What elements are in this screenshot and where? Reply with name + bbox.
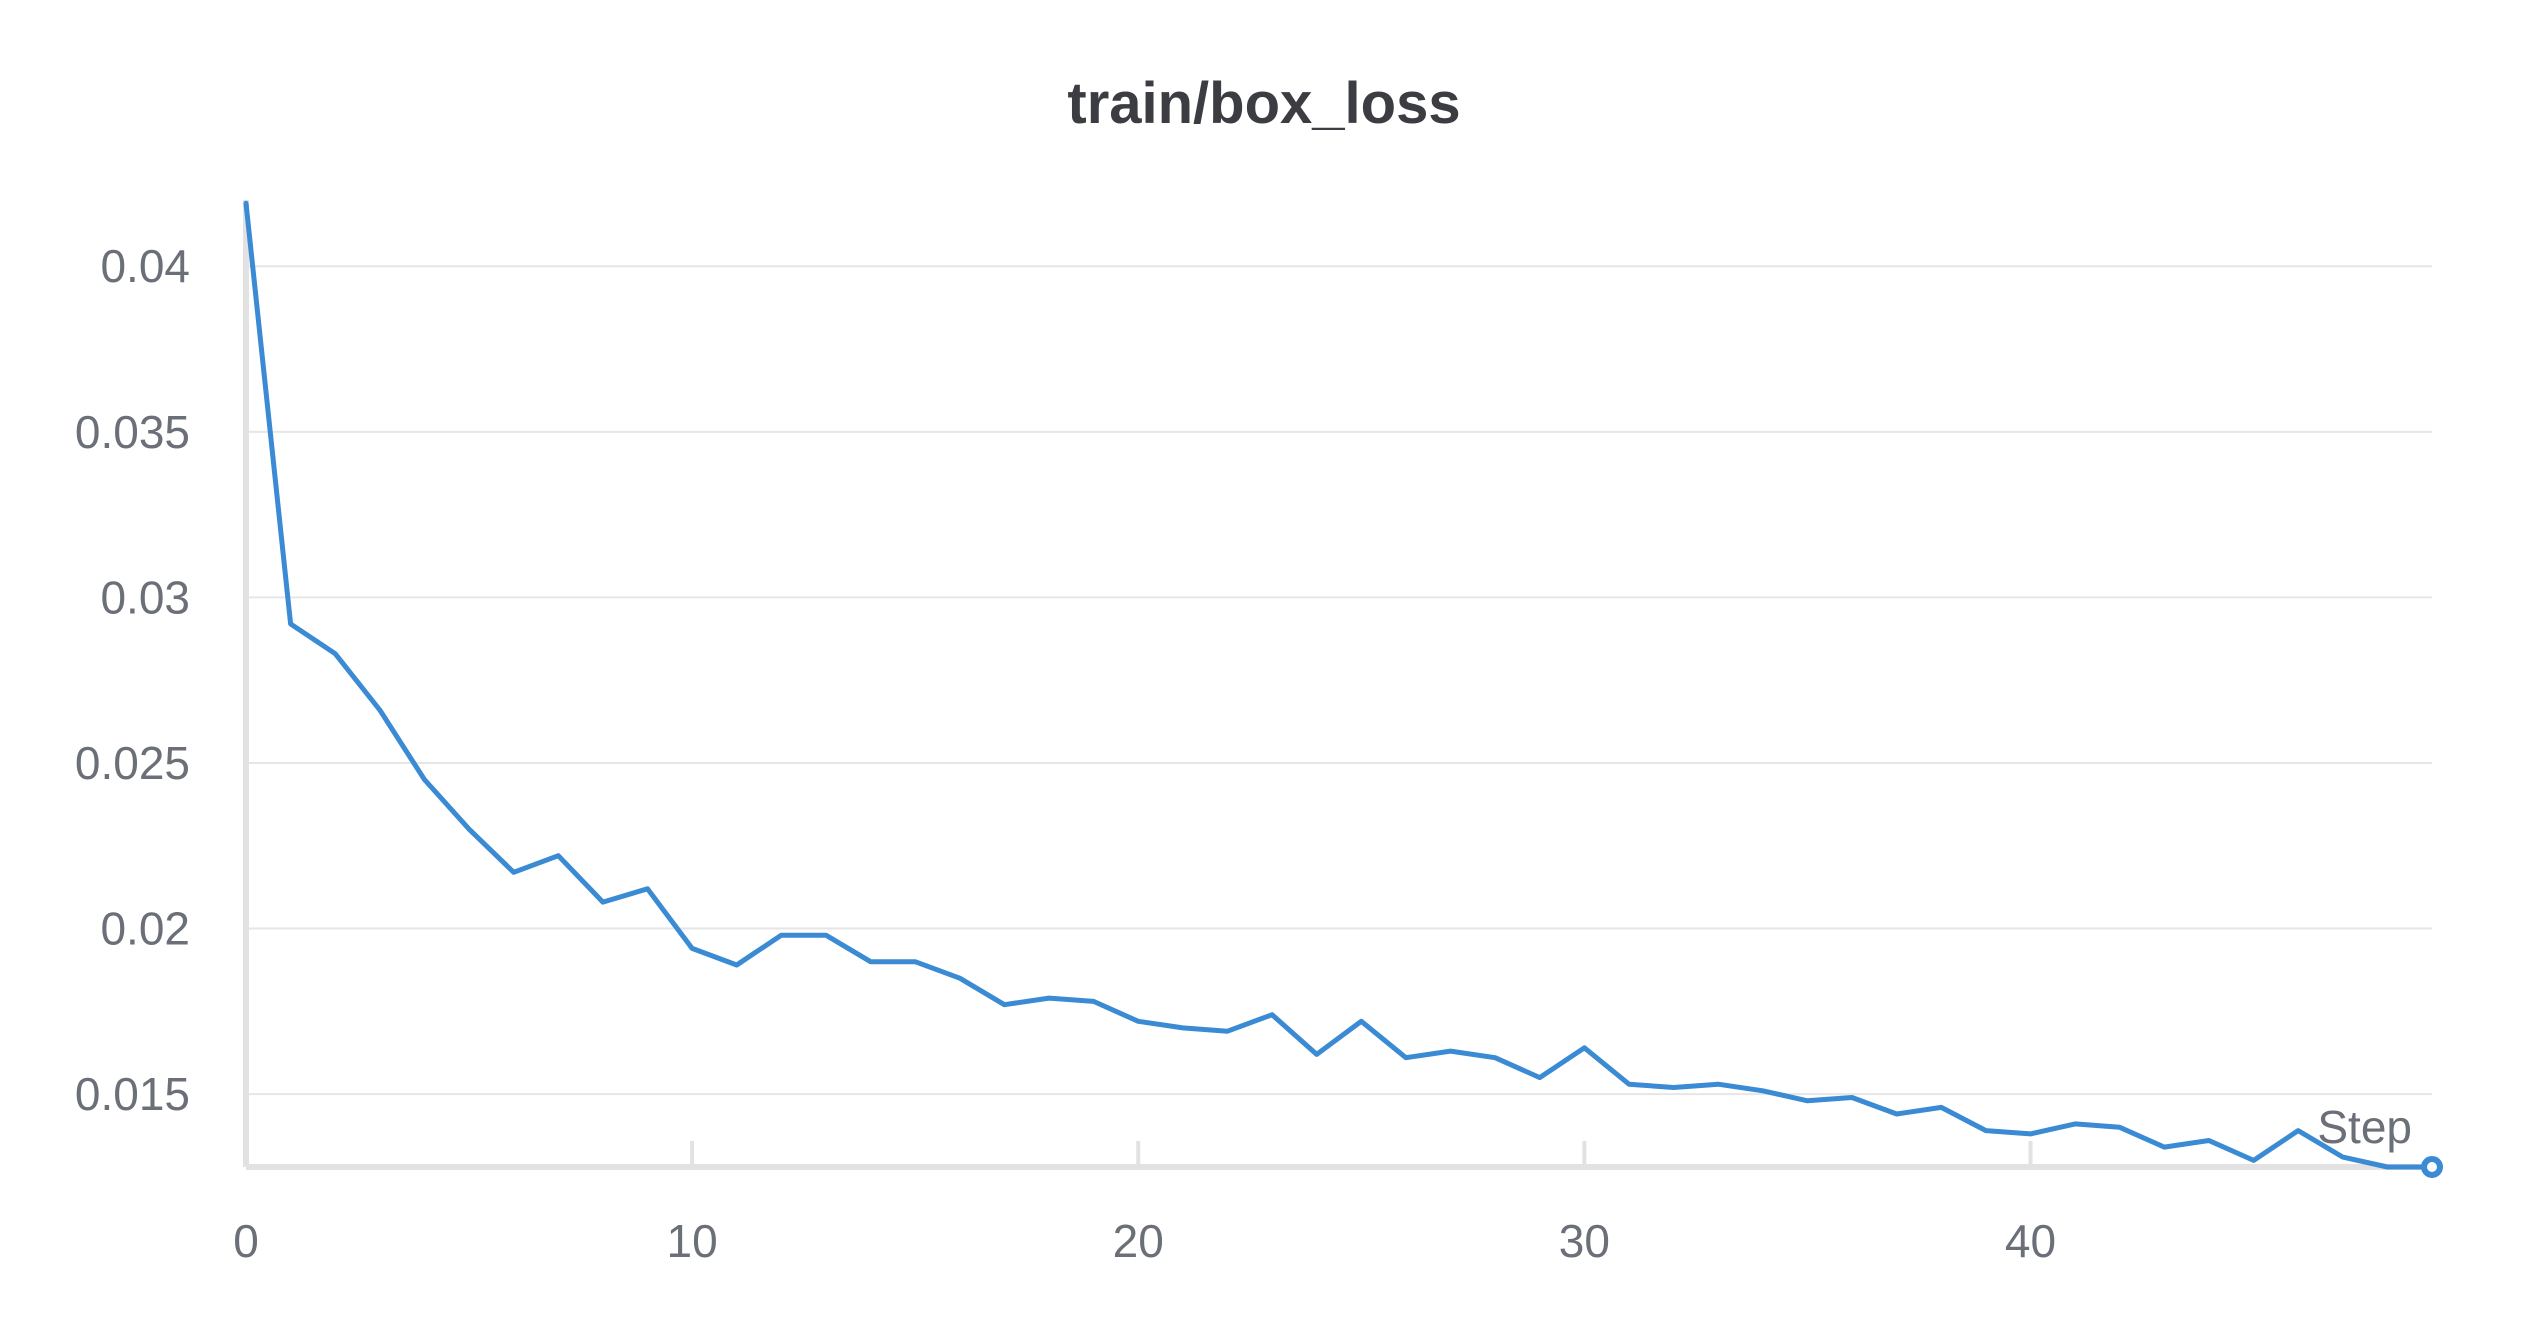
axes xyxy=(243,200,2432,1170)
y-tick-label: 0.04 xyxy=(100,240,190,292)
y-tick-label: 0.03 xyxy=(100,571,190,623)
chart-title: train/box_loss xyxy=(1067,71,1461,136)
x-axis-label: Step xyxy=(2317,1101,2412,1153)
tick-labels: 0.015 0.02 0.025 0.03 0.035 0.04 0 10 20 30 40 Step xyxy=(75,240,2412,1267)
series-line xyxy=(243,200,2435,1170)
y-tick-label: 0.015 xyxy=(75,1068,190,1120)
x-tick-label: 10 xyxy=(667,1215,718,1267)
series-layer xyxy=(243,200,2443,1178)
y-tick-label: 0.035 xyxy=(75,406,190,458)
last-point-marker xyxy=(2421,1156,2443,1178)
y-tick-label: 0.025 xyxy=(75,737,190,789)
y-tick-label: 0.02 xyxy=(100,903,190,955)
x-tick-label: 20 xyxy=(1113,1215,1164,1267)
grid-lines xyxy=(246,265,2432,1096)
x-tick-label: 30 xyxy=(1559,1215,1610,1267)
x-tick-label: 0 xyxy=(233,1215,259,1267)
x-tick-label: 40 xyxy=(2005,1215,2056,1267)
